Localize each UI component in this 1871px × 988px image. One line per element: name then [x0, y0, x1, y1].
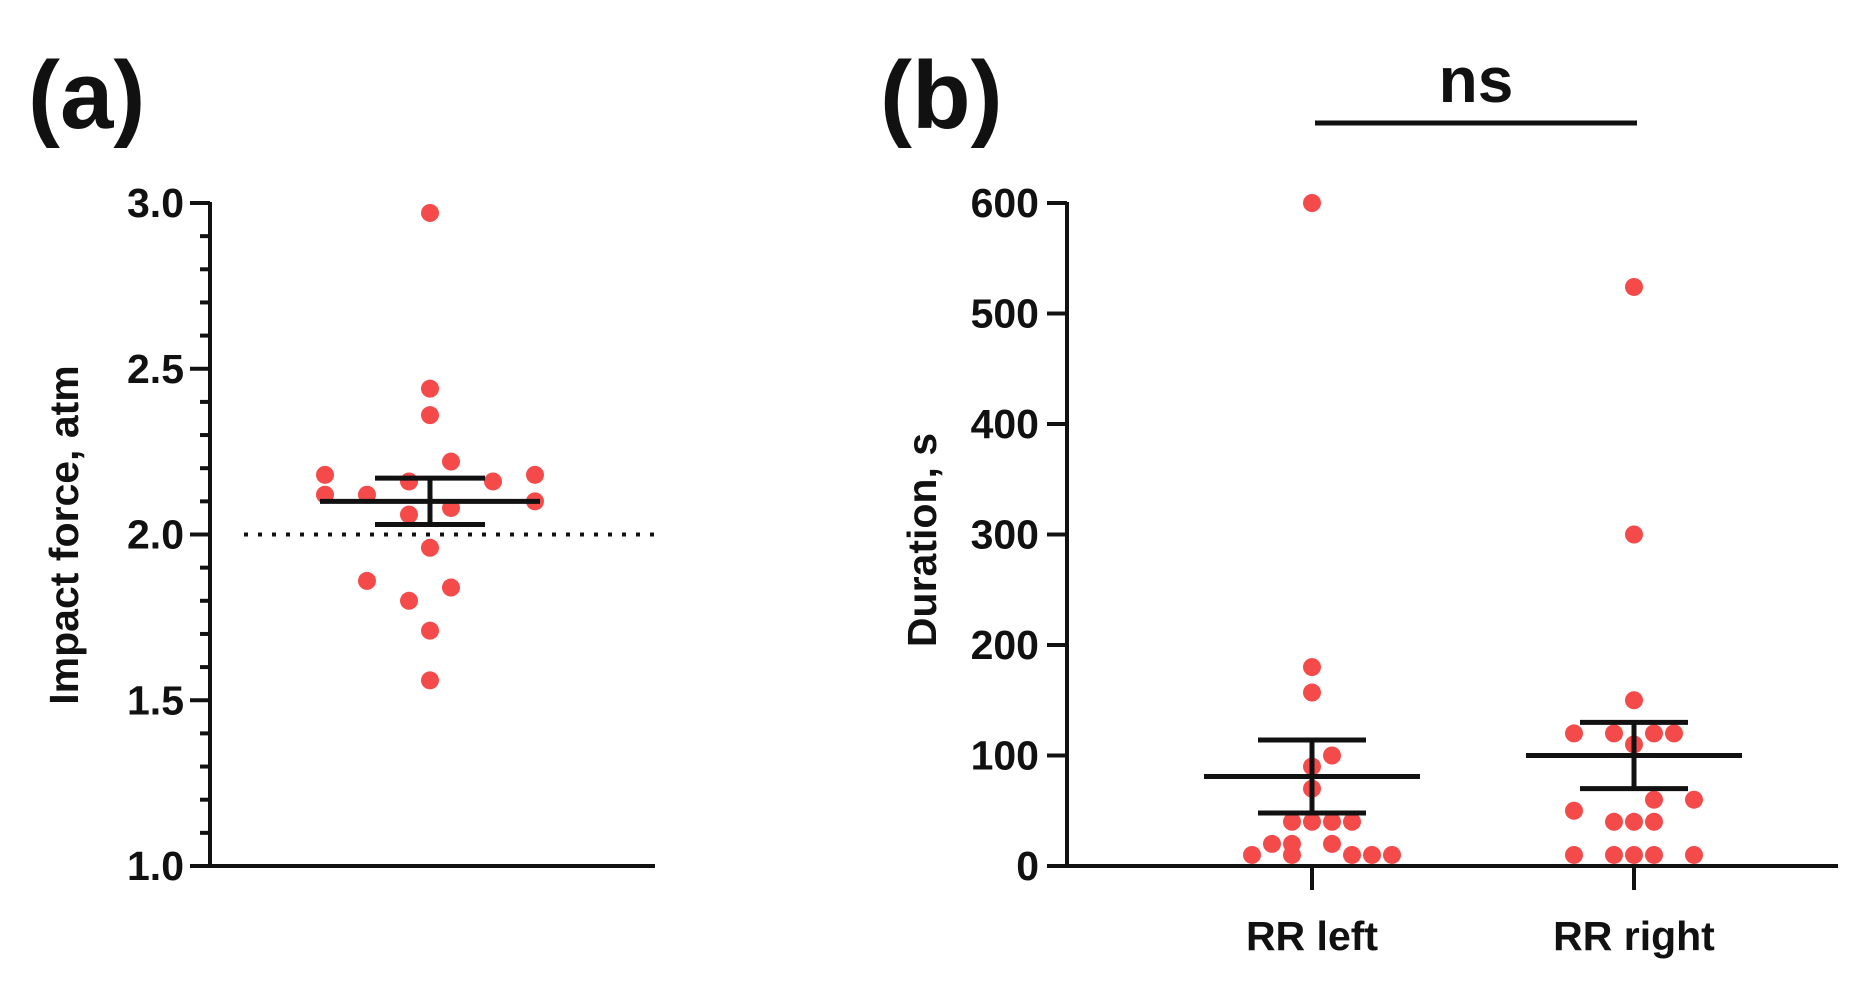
data-point — [1605, 724, 1623, 743]
data-point — [1685, 790, 1703, 809]
data-point — [1343, 845, 1361, 864]
data-point — [1303, 683, 1321, 702]
data-point — [400, 591, 418, 610]
data-point — [1645, 812, 1663, 831]
category-label: RR right — [1553, 913, 1715, 959]
data-point — [1323, 834, 1341, 853]
data-point — [1243, 845, 1261, 864]
data-point — [1625, 277, 1643, 296]
panel-b-mean-sem — [1204, 719, 1742, 816]
data-point — [1625, 525, 1643, 544]
data-point — [1343, 812, 1361, 831]
data-point — [1565, 724, 1583, 743]
data-point — [358, 571, 376, 590]
panel-a-mean-sem — [320, 475, 540, 528]
y-tick-label: 100 — [971, 733, 1039, 779]
y-tick-label: 200 — [971, 622, 1039, 668]
data-point — [1303, 194, 1321, 212]
y-tick-label: 3.0 — [127, 180, 184, 226]
data-point — [1283, 845, 1301, 864]
y-tick-label: 1.5 — [127, 677, 184, 723]
data-point — [1303, 812, 1321, 831]
data-point — [1263, 834, 1281, 853]
data-point — [1383, 845, 1401, 864]
data-point — [421, 671, 439, 690]
data-point — [1625, 845, 1643, 864]
data-point — [1323, 812, 1341, 831]
data-point — [400, 505, 418, 524]
data-point — [1323, 746, 1341, 765]
panel-b-label: (b) — [880, 42, 1003, 149]
data-point — [1363, 845, 1381, 864]
data-point — [1565, 801, 1583, 820]
panel-a-axes — [208, 202, 655, 868]
category-label: RR left — [1246, 913, 1378, 959]
data-point — [400, 472, 418, 491]
panel-b-axes — [1065, 202, 1838, 890]
y-tick-label: 300 — [971, 512, 1039, 558]
data-point — [484, 472, 502, 491]
data-point — [1303, 658, 1321, 677]
data-point — [316, 465, 334, 484]
y-tick-label: 2.0 — [127, 512, 184, 558]
y-tick-label: 500 — [971, 291, 1039, 337]
y-tick-label: 600 — [971, 180, 1039, 226]
data-point — [421, 621, 439, 640]
panel-a: (a) Impact force, atm 1.0 1.5 2.0 2.5 3.0 — [28, 42, 655, 889]
y-tick-label: 0 — [1016, 843, 1039, 889]
panel-a-label: (a) — [28, 42, 145, 149]
data-point — [1665, 724, 1683, 743]
data-point — [421, 203, 439, 222]
data-point — [421, 379, 439, 398]
y-tick-label: 400 — [971, 401, 1039, 447]
panel-a-y-axis-title: Impact force, atm — [41, 365, 87, 705]
data-point — [1283, 812, 1301, 831]
data-point — [421, 538, 439, 557]
significance-label: ns — [1439, 44, 1514, 116]
data-point — [1565, 845, 1583, 864]
data-point — [421, 406, 439, 425]
data-point — [1645, 845, 1663, 864]
panel-b-category-labels: RR left RR right — [1246, 913, 1715, 959]
panel-a-y-ticks: 1.0 1.5 2.0 2.5 3.0 — [127, 180, 210, 889]
data-point — [1645, 790, 1663, 809]
data-point — [1685, 845, 1703, 864]
data-point — [1645, 724, 1663, 743]
panel-a-points — [316, 203, 544, 690]
y-tick-label: 2.5 — [127, 346, 184, 392]
data-point — [442, 452, 460, 471]
data-point — [1605, 812, 1623, 831]
panel-b: (b) Duration, s ns 0 100 200 300 400 500 600 R… — [880, 42, 1838, 959]
data-point — [526, 465, 544, 484]
panel-b-y-ticks: 0 100 200 300 400 500 600 — [971, 180, 1067, 889]
data-point — [1625, 691, 1643, 710]
data-point — [442, 578, 460, 597]
panel-b-y-axis-title: Duration, s — [899, 433, 945, 647]
data-point — [1625, 812, 1643, 831]
y-tick-label: 1.0 — [127, 843, 184, 889]
data-point — [1605, 845, 1623, 864]
